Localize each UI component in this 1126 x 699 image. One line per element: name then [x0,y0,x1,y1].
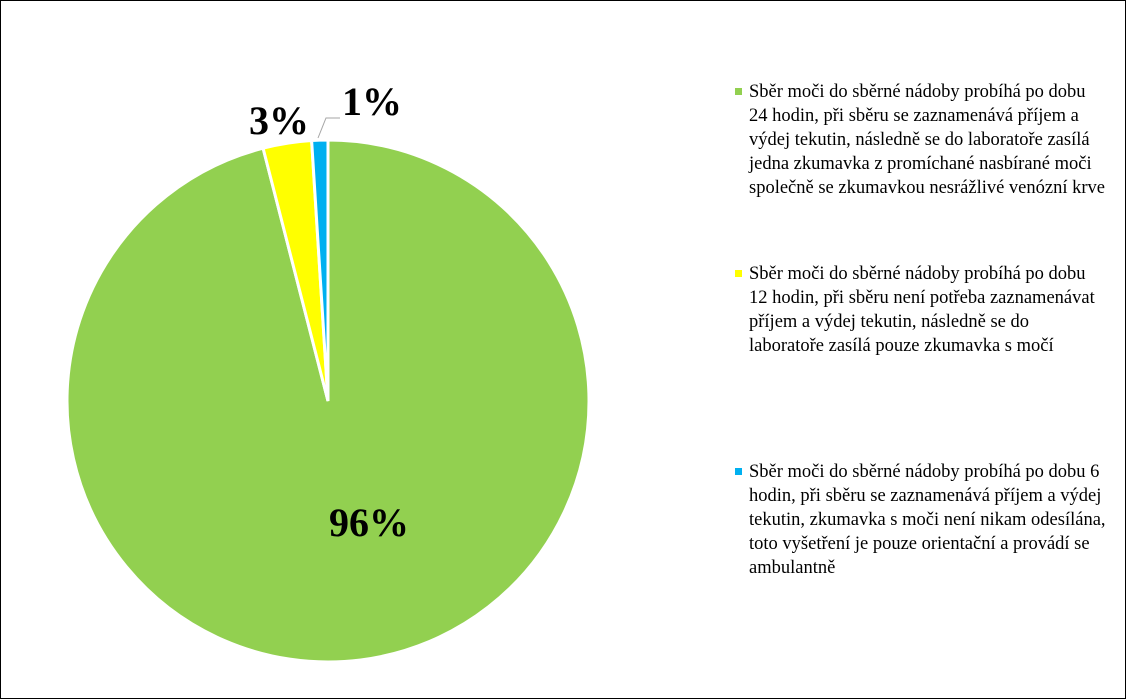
legend-text: Sběr moči do sběrné nádoby probíhá po do… [749,462,1106,578]
pie-slice [310,138,330,402]
legend-text: Sběr moči do sběrné nádoby probíhá po do… [749,82,1105,198]
legend-marker [735,468,742,475]
leader-line [317,117,340,139]
legend-marker [735,88,742,95]
legend-item: Sběr moči do sběrné nádoby probíhá po do… [735,80,1107,200]
legend-marker [735,270,742,277]
legend-text: Sběr moči do sběrné nádoby probíhá po do… [749,264,1095,356]
legend-item: Sběr moči do sběrné nádoby probíhá po do… [735,460,1107,580]
data-label: 1% [342,79,402,124]
data-label: 3% [249,98,309,143]
legend-item: Sběr moči do sběrné nádoby probíhá po do… [735,262,1107,358]
data-label: 96% [329,500,409,545]
